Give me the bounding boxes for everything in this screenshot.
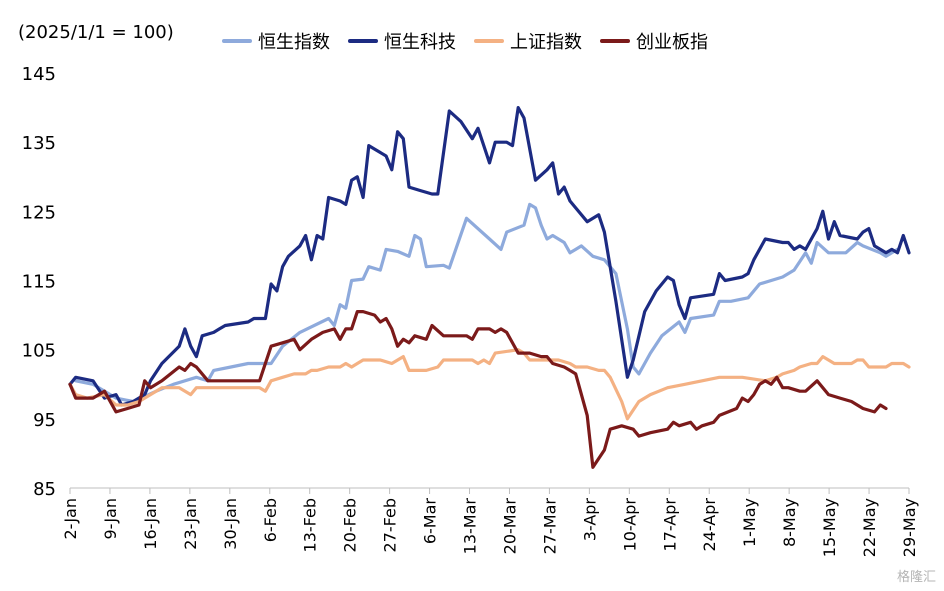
series-line-1 — [68, 106, 911, 407]
series-line-0 — [74, 202, 900, 404]
x-tick-label: 15-May — [820, 498, 839, 557]
series-line-3 — [68, 310, 888, 469]
x-tick-label: 3-Apr — [580, 498, 599, 542]
legend: 恒生指数 恒生科技 上证指数 创业板指 — [222, 28, 726, 54]
x-tick-label: 27-Mar — [540, 498, 559, 555]
x-axis: 2-Jan 9-Jan 16-Jan 23-Jan 30-Jan 6-Feb 13-Feb 2… — [61, 487, 919, 557]
legend-label-chinext: 创业板指 — [636, 32, 708, 53]
series-lines — [68, 106, 911, 469]
legend-label-sse: 上证指数 — [510, 32, 582, 53]
x-tick-label: 1-May — [740, 498, 759, 547]
legend-label-hstech: 恒生科技 — [384, 32, 456, 53]
x-tick-label: 9-Jan — [101, 498, 120, 540]
y-tick-label: 95 — [33, 410, 56, 431]
legend-label-hsi: 恒生指数 — [258, 32, 330, 53]
x-tick-label: 29-May — [900, 498, 919, 557]
legend-swatch-chinext — [600, 39, 630, 43]
watermark-logo: 格隆汇 — [896, 570, 936, 585]
x-tick-label: 23-Jan — [181, 498, 200, 550]
y-axis: 85 95 105 115 125 135 145 — [22, 64, 56, 500]
x-tick-label: 13-Feb — [301, 498, 320, 552]
x-tick-label: 16-Jan — [141, 498, 160, 550]
x-tick-label: 13-Mar — [461, 498, 480, 555]
x-tick-label: 6-Feb — [261, 498, 280, 542]
x-tick-label: 20-Feb — [341, 498, 360, 552]
legend-item-chinext: 创业板指 — [600, 28, 708, 54]
legend-item-hsi: 恒生指数 — [222, 28, 330, 54]
series-line-2 — [68, 348, 911, 421]
x-tick-label: 6-Mar — [421, 498, 440, 545]
legend-item-hstech: 恒生科技 — [348, 28, 456, 54]
y-tick-label: 115 — [22, 272, 56, 293]
legend-item-sse: 上证指数 — [474, 28, 582, 54]
legend-swatch-hstech — [348, 39, 378, 43]
x-tick-label: 10-Apr — [620, 498, 639, 552]
y-tick-label: 135 — [22, 133, 56, 154]
y-tick-label: 145 — [22, 64, 56, 85]
legend-swatch-hsi — [222, 39, 252, 43]
unit-label: (2025/1/1 = 100) — [18, 22, 174, 43]
x-tick-label: 2-Jan — [61, 498, 80, 540]
y-tick-label: 85 — [33, 479, 56, 500]
x-tick-label: 22-May — [860, 498, 879, 557]
x-tick-label: 20-Mar — [500, 498, 519, 555]
x-tick-label: 24-Apr — [700, 498, 719, 552]
y-tick-label: 105 — [22, 341, 56, 362]
x-tick-label: 27-Feb — [381, 498, 400, 552]
x-tick-label: 8-May — [780, 498, 799, 547]
x-tick-label: 30-Jan — [221, 498, 240, 550]
legend-swatch-sse — [474, 39, 504, 43]
x-tick-label: 17-Apr — [660, 498, 679, 552]
y-tick-label: 125 — [22, 202, 56, 223]
